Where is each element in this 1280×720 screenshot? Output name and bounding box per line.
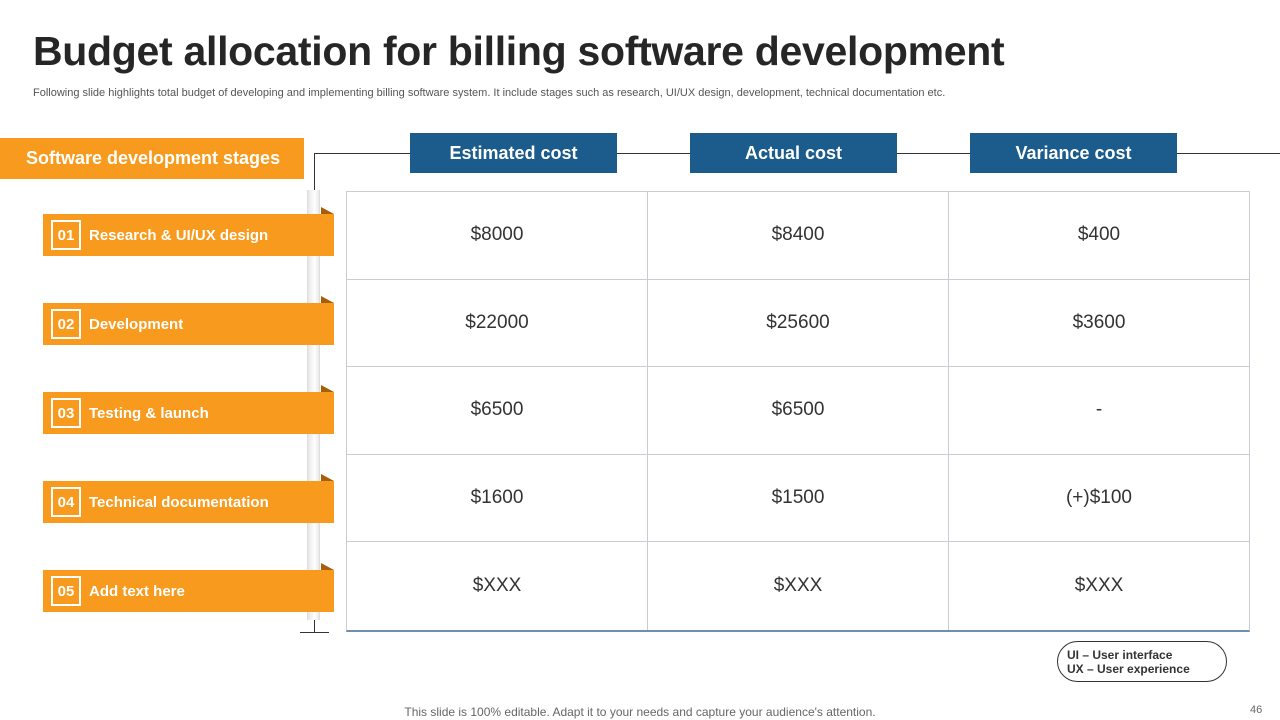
table-cell: -	[949, 367, 1249, 455]
footer-note: This slide is 100% editable. Adapt it to…	[0, 705, 1280, 719]
table-cell: $XXX	[648, 542, 949, 630]
column-header-variance: Variance cost	[970, 133, 1177, 173]
stage-label: Development	[89, 315, 184, 333]
abbreviation-legend: UI – User interface UX – User experience	[1057, 641, 1227, 682]
table-cell: $8400	[648, 192, 949, 280]
stage-label: Add text here	[89, 582, 185, 600]
table-cell: $XXX	[1074, 575, 1124, 597]
stage-number: 05	[51, 576, 81, 606]
stage-label: Technical documentation	[89, 493, 269, 511]
table-cell: $25600	[648, 279, 949, 368]
stage-item: 02 Development	[43, 296, 334, 345]
table-cell: $3600	[949, 280, 1249, 368]
stage-number: 02	[51, 309, 81, 339]
table-cell: $8000	[347, 192, 648, 280]
stages-header: Software development stages	[0, 138, 304, 179]
table-cell: (+)$100	[949, 455, 1249, 543]
stage-label: Research & UI/UX design	[89, 226, 269, 244]
footer-text: This slide is 100% editable. Adapt it to…	[404, 705, 876, 719]
stage-number: 01	[51, 220, 81, 250]
stage-label: Testing & launch	[89, 404, 209, 422]
stage-number: 03	[51, 398, 81, 428]
stage-item: 03 Testing & launch	[43, 385, 334, 434]
table-cell: $22000	[347, 279, 648, 368]
stage-item: 04 Technical documentation	[43, 474, 334, 523]
table-cell: $XXX	[347, 542, 648, 630]
table-cell: $1600	[347, 454, 648, 543]
table-cell: $400	[949, 192, 1249, 280]
connector-line	[314, 153, 315, 190]
timeline-base	[300, 620, 329, 634]
stage-item: 05 Add text here	[43, 563, 334, 612]
page-number: 46	[1250, 704, 1263, 716]
legend-ui: UI – User interface	[1067, 647, 1173, 662]
table-cell: $6500	[347, 367, 648, 455]
page-title: Budget allocation for billing software d…	[33, 28, 1005, 74]
column-header-actual: Actual cost	[690, 133, 897, 173]
table-cell: $6500	[648, 367, 949, 455]
stage-number: 04	[51, 487, 81, 517]
page-subtitle: Following slide highlights total budget …	[33, 87, 946, 99]
table-cell: $1500	[648, 454, 949, 543]
legend-ux: UX – User experience	[1067, 661, 1190, 676]
cost-table: $8000 $8400 $400 $22000 $25600 $3600 $65…	[346, 191, 1250, 632]
column-header-estimated: Estimated cost	[410, 133, 617, 173]
stage-item: 01 Research & UI/UX design	[43, 207, 334, 256]
